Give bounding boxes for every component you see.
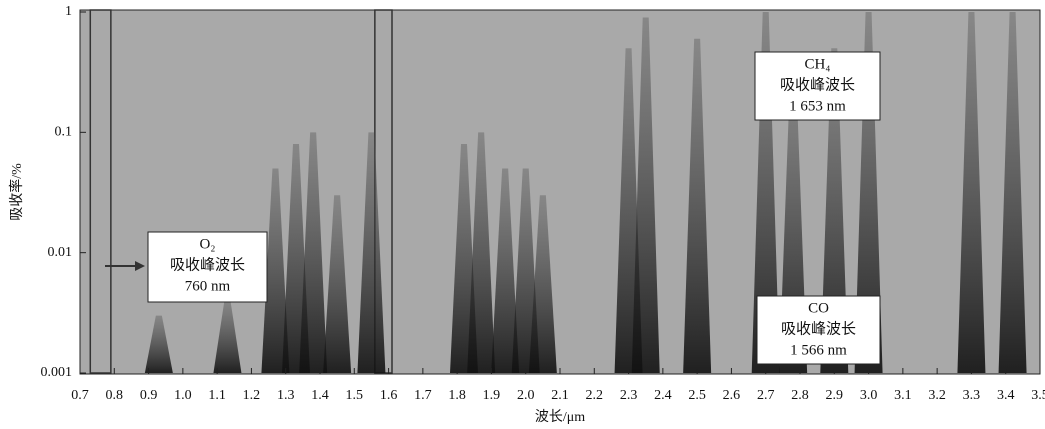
- x-tick-label: 0.9: [140, 388, 158, 403]
- absorption-peak: [213, 300, 242, 373]
- x-tick-label: 1.5: [346, 388, 364, 403]
- annotation-box: [756, 295, 881, 365]
- annotation-text: 1 566 nm: [790, 342, 847, 358]
- x-tick-label: 2.2: [586, 388, 604, 403]
- x-tick-label: 1.4: [311, 388, 329, 403]
- x-tick-label: 2.5: [688, 388, 706, 403]
- absorption-peak: [528, 195, 557, 373]
- annotation-text: 1 653 nm: [789, 98, 846, 114]
- x-tick-label: 2.9: [826, 388, 844, 403]
- x-tick-label: 2.0: [517, 388, 535, 403]
- annotation-text: O₂: [199, 236, 215, 252]
- x-tick-label: 3.3: [963, 388, 981, 403]
- x-tick-label: 1.8: [448, 388, 466, 403]
- x-tick-label: 0.7: [71, 388, 89, 403]
- absorption-peak: [261, 168, 290, 373]
- absorption-peak: [299, 132, 328, 373]
- absorption-peak: [323, 195, 352, 373]
- x-tick-label: 2.8: [791, 388, 809, 403]
- annotation-text: 吸收峰波长: [781, 320, 856, 337]
- absorption-peak: [998, 12, 1027, 373]
- x-tick-label: 3.1: [894, 388, 912, 403]
- x-axis-label: 波长/μm: [535, 409, 585, 425]
- annotation-text: 吸收峰波长: [170, 256, 245, 273]
- annotation-text: CH₄: [804, 56, 830, 72]
- x-tick-label: 3.4: [997, 388, 1015, 403]
- x-tick-label: 2.7: [757, 388, 775, 403]
- x-tick-label: 2.3: [620, 388, 638, 403]
- y-axis-label: 吸收率/%: [8, 163, 25, 221]
- x-tick-label: 0.8: [106, 388, 124, 403]
- absorption-peak: [820, 48, 849, 374]
- annotation-box: [147, 231, 268, 303]
- absorption-peak: [751, 12, 780, 373]
- arrow-head: [135, 261, 145, 271]
- y-tick-label: 1: [65, 4, 72, 19]
- x-tick-label: 2.4: [654, 388, 672, 403]
- absorption-peak: [357, 132, 386, 373]
- x-tick-label: 3.0: [860, 388, 878, 403]
- x-tick-label: 3.5: [1031, 388, 1045, 403]
- absorption-peak: [491, 168, 520, 373]
- x-tick-label: 1.1: [208, 388, 226, 403]
- absorption-peak: [144, 315, 173, 373]
- annotation-text: 吸收峰波长: [780, 76, 855, 93]
- y-tick-label: 0.01: [48, 245, 73, 260]
- y-tick-label: 0.001: [41, 365, 73, 380]
- y-tick-label: 0.1: [55, 125, 73, 140]
- x-tick-label: 1.0: [174, 388, 192, 403]
- annotation-text: 760 nm: [185, 278, 231, 294]
- x-tick-label: 3.2: [928, 388, 946, 403]
- x-tick-label: 1.7: [414, 388, 432, 403]
- x-tick-label: 1.2: [243, 388, 261, 403]
- annotation-text: CO: [808, 300, 829, 316]
- x-tick-label: 2.1: [551, 388, 569, 403]
- x-tick-label: 1.6: [380, 388, 398, 403]
- absorption-peak: [467, 132, 496, 373]
- x-tick-label: 2.6: [723, 388, 741, 403]
- highlight-band: [89, 9, 112, 374]
- x-tick-label: 1.9: [483, 388, 501, 403]
- absorption-peak: [631, 17, 660, 373]
- annotation-box: [754, 51, 881, 121]
- absorption-peak: [854, 12, 883, 373]
- x-tick-label: 1.3: [277, 388, 295, 403]
- absorption-peak: [683, 38, 712, 373]
- absorption-peak: [957, 12, 986, 373]
